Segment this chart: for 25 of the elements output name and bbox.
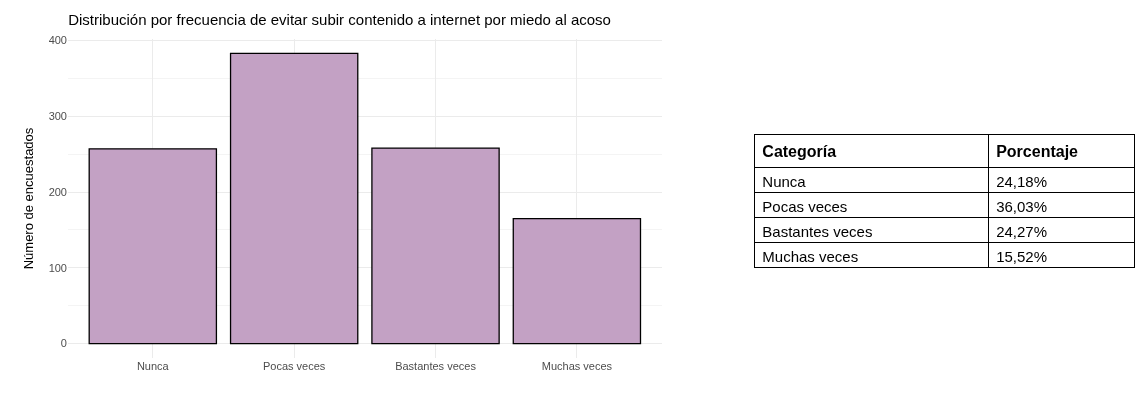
x-tick-label: Bastantes veces <box>395 360 477 372</box>
text: Categoría <box>762 142 837 160</box>
text: 15,52% <box>996 247 1048 265</box>
x-tick-label: Pocas veces <box>262 360 326 372</box>
category-label: Pocas veces <box>762 197 848 215</box>
y-tick-label: 100 <box>48 261 67 274</box>
category-label: Muchas veces <box>762 247 859 265</box>
x-tick-label: Muchas veces <box>541 360 613 372</box>
chart-title: Distribución por frecuencia de evitar subir contenido a internet por miedo al acoso <box>68 10 611 28</box>
y-tick-label: 200 <box>48 185 67 198</box>
text: Porcentaje <box>996 142 1079 160</box>
y-tick-label: 300 <box>48 110 67 123</box>
text: 24,18% <box>996 172 1048 190</box>
y-tick-label: 400 <box>48 34 67 47</box>
text: 24,27% <box>996 222 1048 240</box>
y-axis-title: Número de encuestados <box>20 127 36 270</box>
bar <box>229 52 359 345</box>
text: 36,03% <box>996 197 1048 215</box>
x-tick-label: Nunca <box>136 360 170 372</box>
bar <box>371 147 500 345</box>
category-label: Bastantes veces <box>762 222 873 240</box>
category-label: Nunca <box>762 172 807 190</box>
y-tick-label: 0 <box>60 337 67 350</box>
bar <box>512 217 642 345</box>
bar <box>88 148 218 345</box>
